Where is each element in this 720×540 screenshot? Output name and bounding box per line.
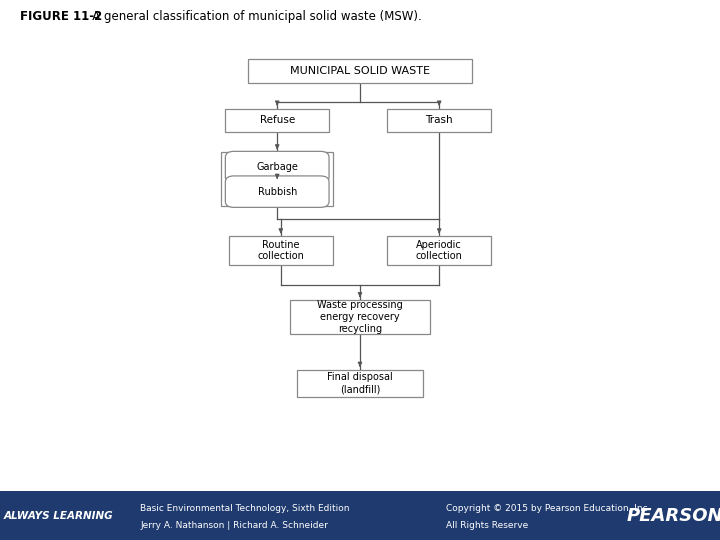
Text: MUNICIPAL SOLID WASTE: MUNICIPAL SOLID WASTE	[290, 66, 430, 76]
Text: Routine
collection: Routine collection	[257, 240, 305, 261]
Text: ALWAYS LEARNING: ALWAYS LEARNING	[4, 511, 113, 521]
Text: FIGURE 11-2: FIGURE 11-2	[20, 10, 102, 23]
FancyBboxPatch shape	[225, 151, 329, 183]
Text: PEARSON: PEARSON	[626, 507, 720, 525]
FancyBboxPatch shape	[225, 109, 330, 132]
FancyBboxPatch shape	[248, 59, 472, 83]
Text: Final disposal
(landfill): Final disposal (landfill)	[327, 373, 393, 394]
FancyBboxPatch shape	[387, 237, 491, 265]
Text: Basic Environmental Technology, Sixth Edition: Basic Environmental Technology, Sixth Ed…	[140, 504, 350, 513]
Text: Refuse: Refuse	[260, 116, 294, 125]
Text: Aperiodic
collection: Aperiodic collection	[415, 240, 463, 261]
Text: Waste processing
energy recovery
recycling: Waste processing energy recovery recycli…	[317, 300, 403, 334]
Text: Jerry A. Nathanson | Richard A. Schneider: Jerry A. Nathanson | Richard A. Schneide…	[140, 521, 328, 530]
FancyBboxPatch shape	[222, 152, 333, 206]
FancyBboxPatch shape	[225, 176, 329, 207]
Text: Trash: Trash	[426, 116, 453, 125]
FancyBboxPatch shape	[297, 370, 423, 397]
FancyBboxPatch shape	[229, 237, 333, 265]
FancyBboxPatch shape	[289, 300, 430, 334]
Text: Garbage: Garbage	[256, 162, 298, 172]
FancyBboxPatch shape	[387, 109, 491, 132]
Text: A general classification of municipal solid waste (MSW).: A general classification of municipal so…	[81, 10, 422, 23]
Text: All Rights Reserve: All Rights Reserve	[446, 521, 528, 530]
Text: Rubbish: Rubbish	[258, 187, 297, 197]
Text: Copyright © 2015 by Pearson Education, Inc: Copyright © 2015 by Pearson Education, I…	[446, 504, 648, 513]
